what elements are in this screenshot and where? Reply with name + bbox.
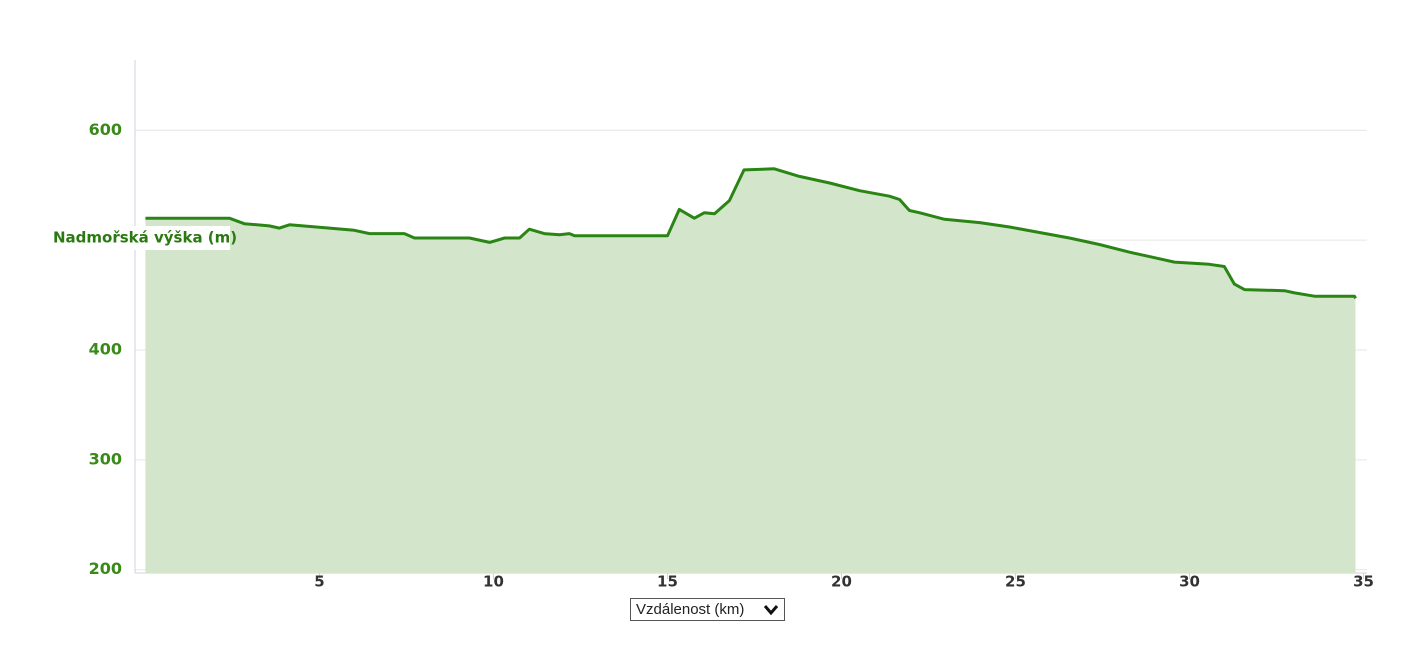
- y-tick-label: 600: [89, 120, 122, 139]
- y-tick-label: 300: [89, 449, 122, 468]
- x-axis-selector[interactable]: Vzdálenost (km): [630, 598, 785, 621]
- y-axis-label: Nadmořská výška (m): [53, 229, 237, 247]
- x-tick-label: 30: [1179, 573, 1200, 591]
- elevation-line: [145, 167, 1357, 300]
- x-tick-label: 20: [831, 573, 852, 591]
- y-tick-label: 400: [89, 340, 122, 359]
- y-tick-label: 200: [89, 559, 122, 578]
- x-axis-label: Vzdálenost (km): [636, 601, 745, 618]
- x-tick-label: 25: [1005, 573, 1026, 591]
- x-tick-label: 15: [657, 573, 678, 591]
- x-tick-label: 5: [314, 573, 324, 591]
- x-tick-label: 35: [1353, 573, 1374, 591]
- x-tick-label: 10: [483, 573, 504, 591]
- dropdown-arrow: [763, 605, 779, 616]
- chart: 2003004005006005101520253035Nadmořská vý…: [50, 60, 1374, 591]
- area-fill: [145, 168, 1356, 574]
- y-label-box: [50, 226, 230, 250]
